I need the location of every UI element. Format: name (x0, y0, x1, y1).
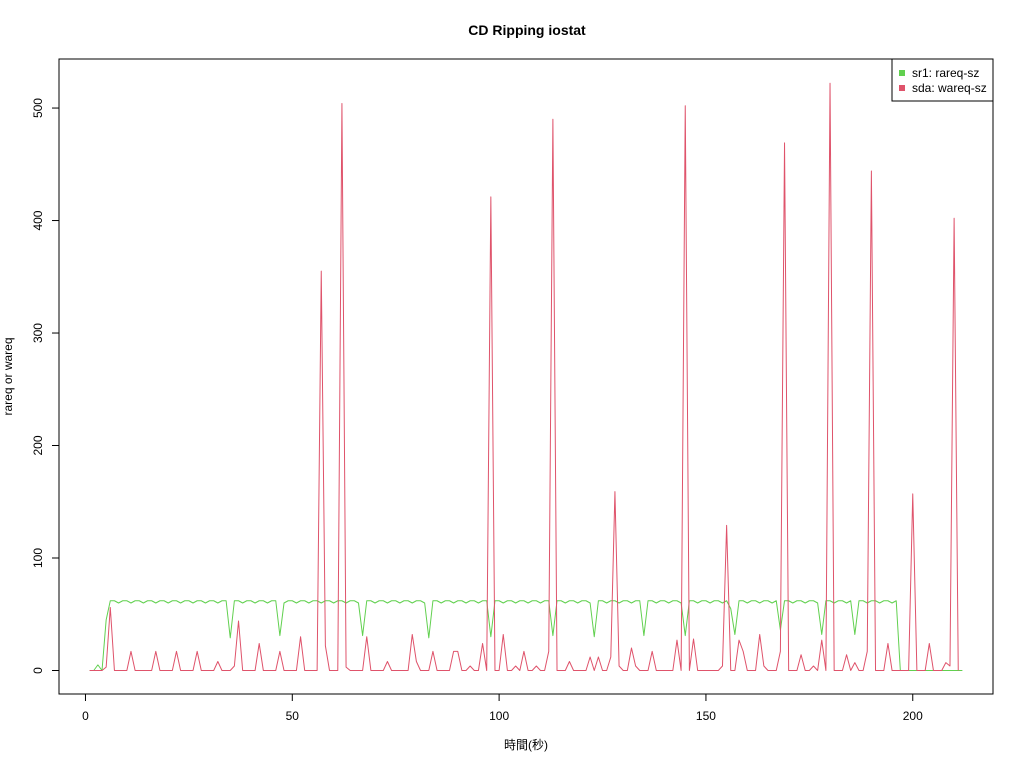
legend: sr1: rareq-sz sda: wareq-sz (891, 58, 994, 102)
y-tick-label: 500 (31, 98, 45, 118)
y-tick-label: 400 (31, 210, 45, 230)
legend-box (891, 58, 994, 102)
legend-swatch-sda (899, 85, 905, 91)
legend-label-sr1: sr1: rareq-sz (912, 66, 979, 80)
y-axis: 0 100 200 300 400 500 (31, 98, 60, 674)
y-axis-label: rareq or wareq (1, 337, 15, 415)
y-tick-label: 300 (31, 323, 45, 343)
x-tick-label: 200 (903, 709, 923, 723)
chart-title: CD Ripping iostat (468, 22, 586, 38)
x-tick-label: 100 (489, 709, 509, 723)
x-axis-label: 時間(秒) (504, 738, 548, 752)
y-tick-label: 0 (31, 667, 45, 674)
y-tick-label: 200 (31, 435, 45, 455)
x-tick-label: 150 (696, 709, 716, 723)
series-line-sr1 (89, 600, 963, 671)
series-layer (89, 82, 963, 671)
x-tick-label: 50 (286, 709, 300, 723)
x-axis: 0 50 100 150 200 (82, 693, 923, 723)
series-line-sda (89, 82, 959, 671)
legend-swatch-sr1 (899, 70, 905, 76)
x-tick-label: 0 (82, 709, 89, 723)
y-tick-label: 100 (31, 548, 45, 568)
legend-label-sda: sda: wareq-sz (912, 81, 987, 95)
